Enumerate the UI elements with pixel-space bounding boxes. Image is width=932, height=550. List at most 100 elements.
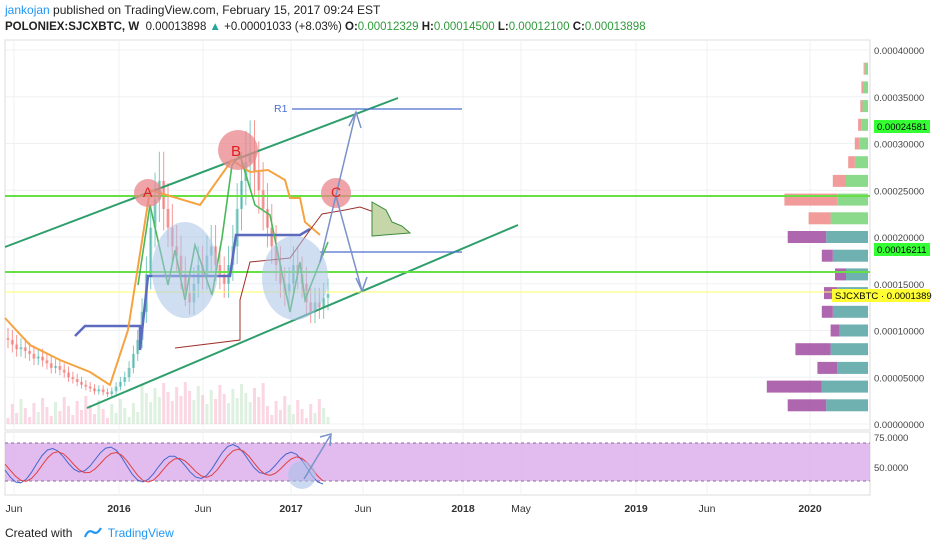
volume-profile-buy [832, 249, 868, 262]
candle-body [105, 392, 109, 395]
volume-bar [252, 388, 256, 424]
volume-profile-buy [859, 137, 868, 150]
volume-bar [162, 383, 166, 424]
volume-profile-buy [863, 81, 868, 94]
main-pane [4, 39, 871, 431]
volume-bar [84, 396, 88, 424]
pattern-ellipse-right [262, 236, 328, 320]
level-badge-upper-bg [874, 120, 930, 133]
volume-bar [97, 400, 101, 424]
candle-body [84, 384, 88, 387]
volume-bar [231, 389, 235, 424]
candle-body [270, 227, 274, 247]
volume-profile-buy [821, 380, 868, 393]
volume-bar [114, 413, 118, 424]
candle-body [36, 356, 40, 359]
candle-body [45, 360, 49, 364]
volume-bar [296, 400, 300, 424]
volume-bar [105, 418, 109, 424]
candle-body [49, 363, 53, 368]
candle-body [71, 377, 75, 380]
volume-bar [188, 391, 192, 424]
candle-body [23, 347, 27, 352]
x-tick-label: 2016 [107, 503, 131, 515]
volume-profile-buy [826, 399, 868, 412]
candle-body [252, 152, 256, 172]
tradingview-brand[interactable]: TradingView [107, 526, 174, 540]
marker-a-label: A [143, 184, 153, 200]
candle-body [153, 199, 157, 228]
volume-bar [283, 396, 287, 424]
volume-bar [244, 393, 248, 424]
open-value: 0.00012329 [357, 21, 419, 33]
volume-bar [28, 417, 32, 424]
marker-b-label: B [231, 143, 241, 160]
volume-bar [183, 382, 187, 424]
tradingview-logo-icon [83, 527, 102, 538]
volume-bar [170, 401, 174, 424]
volume-bar [71, 415, 75, 424]
volume-bar [15, 413, 19, 424]
x-tick-label: Jun [355, 503, 372, 515]
volume-bar [118, 399, 122, 424]
symbol-name[interactable]: POLONIEX:SJCXBTC, W [5, 21, 140, 33]
created-with-text: Created with [5, 526, 73, 540]
volume-bar [326, 417, 330, 424]
marker-b-circle [218, 130, 258, 170]
y-tick-label: 0.00000000 [874, 420, 924, 431]
volume-profile-sell [863, 62, 865, 75]
volume-bar [110, 404, 114, 424]
candle-body [118, 381, 122, 387]
volume-bar [10, 404, 14, 424]
candle-body [244, 162, 248, 181]
author-link[interactable]: jankojan [5, 3, 50, 17]
volume-bar [58, 411, 62, 424]
volume-bar [257, 397, 261, 424]
r1-label: R1 [274, 103, 288, 115]
x-tick-label: Jun [6, 503, 23, 515]
volume-profile-sell [832, 174, 846, 187]
volume-bar [144, 393, 148, 424]
current-price: 0.00013898 [145, 21, 207, 33]
candle-body [6, 338, 10, 340]
candle-body [54, 366, 58, 368]
volume-bar [192, 400, 196, 424]
volume-bar [278, 410, 282, 424]
volume-profile-sell [854, 137, 860, 150]
volume-bar [32, 403, 36, 424]
rsi-line [4, 443, 324, 485]
candle-body [257, 171, 261, 191]
candle-body [235, 208, 239, 247]
volume-profile-sell [821, 305, 833, 318]
volume-profile-buy [830, 343, 868, 356]
close-label: C: [572, 21, 585, 33]
candle-body [227, 265, 231, 284]
y-tick-label: 0.00005000 [874, 373, 924, 384]
candle-body [92, 388, 96, 392]
volume-bar [67, 406, 71, 424]
price-change: +0.00001033 (+8.03%) [224, 21, 342, 33]
level-badge-lower: 0.00016211 [877, 245, 927, 256]
candle-body [240, 180, 244, 209]
rsi-arrow-line [303, 435, 331, 480]
channel-upper-line [4, 97, 399, 248]
published-text: published on TradingView.com, February 1… [49, 3, 381, 17]
last-price-badge: SJCXBTC · 0.00013898 [835, 291, 932, 302]
volume-bar [201, 395, 205, 424]
volume-profile-buy [832, 305, 868, 318]
symbol-info: POLONIEX:SJCXBTC, W 0.00013898 ▲ +0.0000… [5, 21, 646, 33]
y-tick-label: 0.00020000 [874, 233, 924, 244]
high-label: H: [421, 21, 434, 33]
volume-profile-sell [860, 100, 863, 113]
x-tick-label: Jun [699, 503, 716, 515]
volume-profile-buy [846, 174, 868, 187]
candle-body [218, 265, 222, 275]
volume-bar [75, 401, 79, 424]
candle-body [19, 347, 23, 350]
volume-profile-sell [808, 212, 831, 225]
candle-body [265, 208, 269, 228]
x-tick-label: Jun [195, 503, 212, 515]
volume-bar [309, 404, 313, 424]
projection-shape [371, 201, 412, 237]
